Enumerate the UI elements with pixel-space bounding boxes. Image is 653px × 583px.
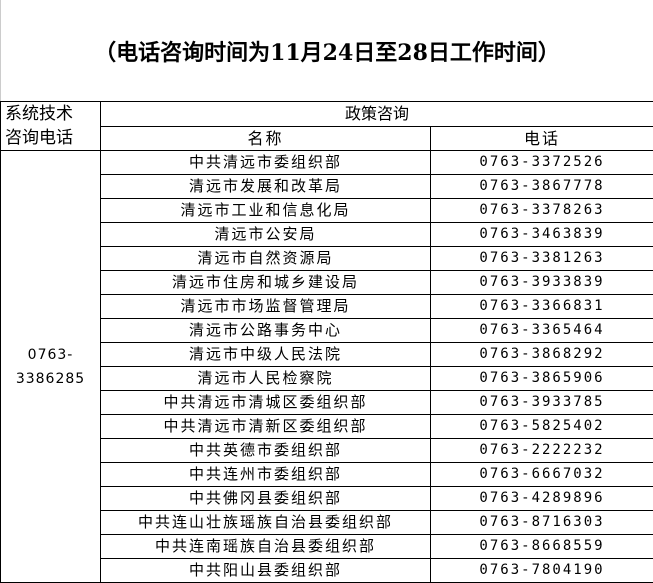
department-name: 中共英德市委组织部	[101, 439, 431, 463]
department-phone: 0763-3463839	[431, 223, 653, 247]
department-name: 清远市市场监督管理局	[101, 295, 431, 319]
system-header-line: 咨询电话	[5, 126, 100, 150]
phone-column-header: 电话	[431, 126, 653, 151]
department-name: 中共连山壮族瑶族自治县委组织部	[101, 511, 431, 535]
department-name: 清远市发展和改革局	[101, 175, 431, 199]
department-name: 清远市自然资源局	[101, 247, 431, 271]
department-phone: 0763-3365464	[431, 319, 653, 343]
tech-support-phone: 0763-3386285	[1, 151, 101, 583]
department-name: 中共清远市清城区委组织部	[101, 391, 431, 415]
department-phone: 0763-8668559	[431, 535, 653, 559]
department-phone: 0763-8716303	[431, 511, 653, 535]
department-name: 清远市中级人民法院	[101, 343, 431, 367]
department-phone: 0763-3378263	[431, 199, 653, 223]
department-name: 清远市工业和信息化局	[101, 199, 431, 223]
department-name: 中共佛冈县委组织部	[101, 487, 431, 511]
department-name: 清远市住房和城乡建设局	[101, 271, 431, 295]
department-phone: 0763-3867778	[431, 175, 653, 199]
department-name: 清远市人民检察院	[101, 367, 431, 391]
department-phone: 0763-3933785	[431, 391, 653, 415]
department-phone: 0763-6667032	[431, 463, 653, 487]
department-name: 中共清远市清新区委组织部	[101, 415, 431, 439]
system-header-line: 系统技术	[5, 102, 100, 126]
name-column-header: 名称	[101, 126, 431, 151]
department-phone: 0763-2222232	[431, 439, 653, 463]
department-name: 清远市公安局	[101, 223, 431, 247]
department-phone: 0763-3868292	[431, 343, 653, 367]
department-name: 中共清远市委组织部	[101, 151, 431, 175]
department-name: 中共连州市委组织部	[101, 463, 431, 487]
department-phone: 0763-3366831	[431, 295, 653, 319]
department-phone: 0763-3372526	[431, 151, 653, 175]
department-name: 中共阳山县委组织部	[101, 559, 431, 583]
department-phone: 0763-3381263	[431, 247, 653, 271]
department-name: 清远市公路事务中心	[101, 319, 431, 343]
department-name: 中共连南瑶族自治县委组织部	[101, 535, 431, 559]
department-phone: 0763-5825402	[431, 415, 653, 439]
page-title: （电话咨询时间为11月24日至28日工作时间）	[0, 0, 653, 101]
tech-phone-line: 3386285	[1, 367, 100, 391]
policy-group-header: 政策咨询	[101, 102, 653, 127]
department-phone: 0763-3933839	[431, 271, 653, 295]
department-phone: 0763-3865906	[431, 367, 653, 391]
header-row-1: 系统技术 咨询电话 政策咨询	[1, 102, 653, 127]
department-phone: 0763-7804190	[431, 559, 653, 583]
system-tech-header: 系统技术 咨询电话	[1, 102, 101, 151]
department-phone: 0763-4289896	[431, 487, 653, 511]
tech-phone-line: 0763-	[1, 343, 100, 367]
